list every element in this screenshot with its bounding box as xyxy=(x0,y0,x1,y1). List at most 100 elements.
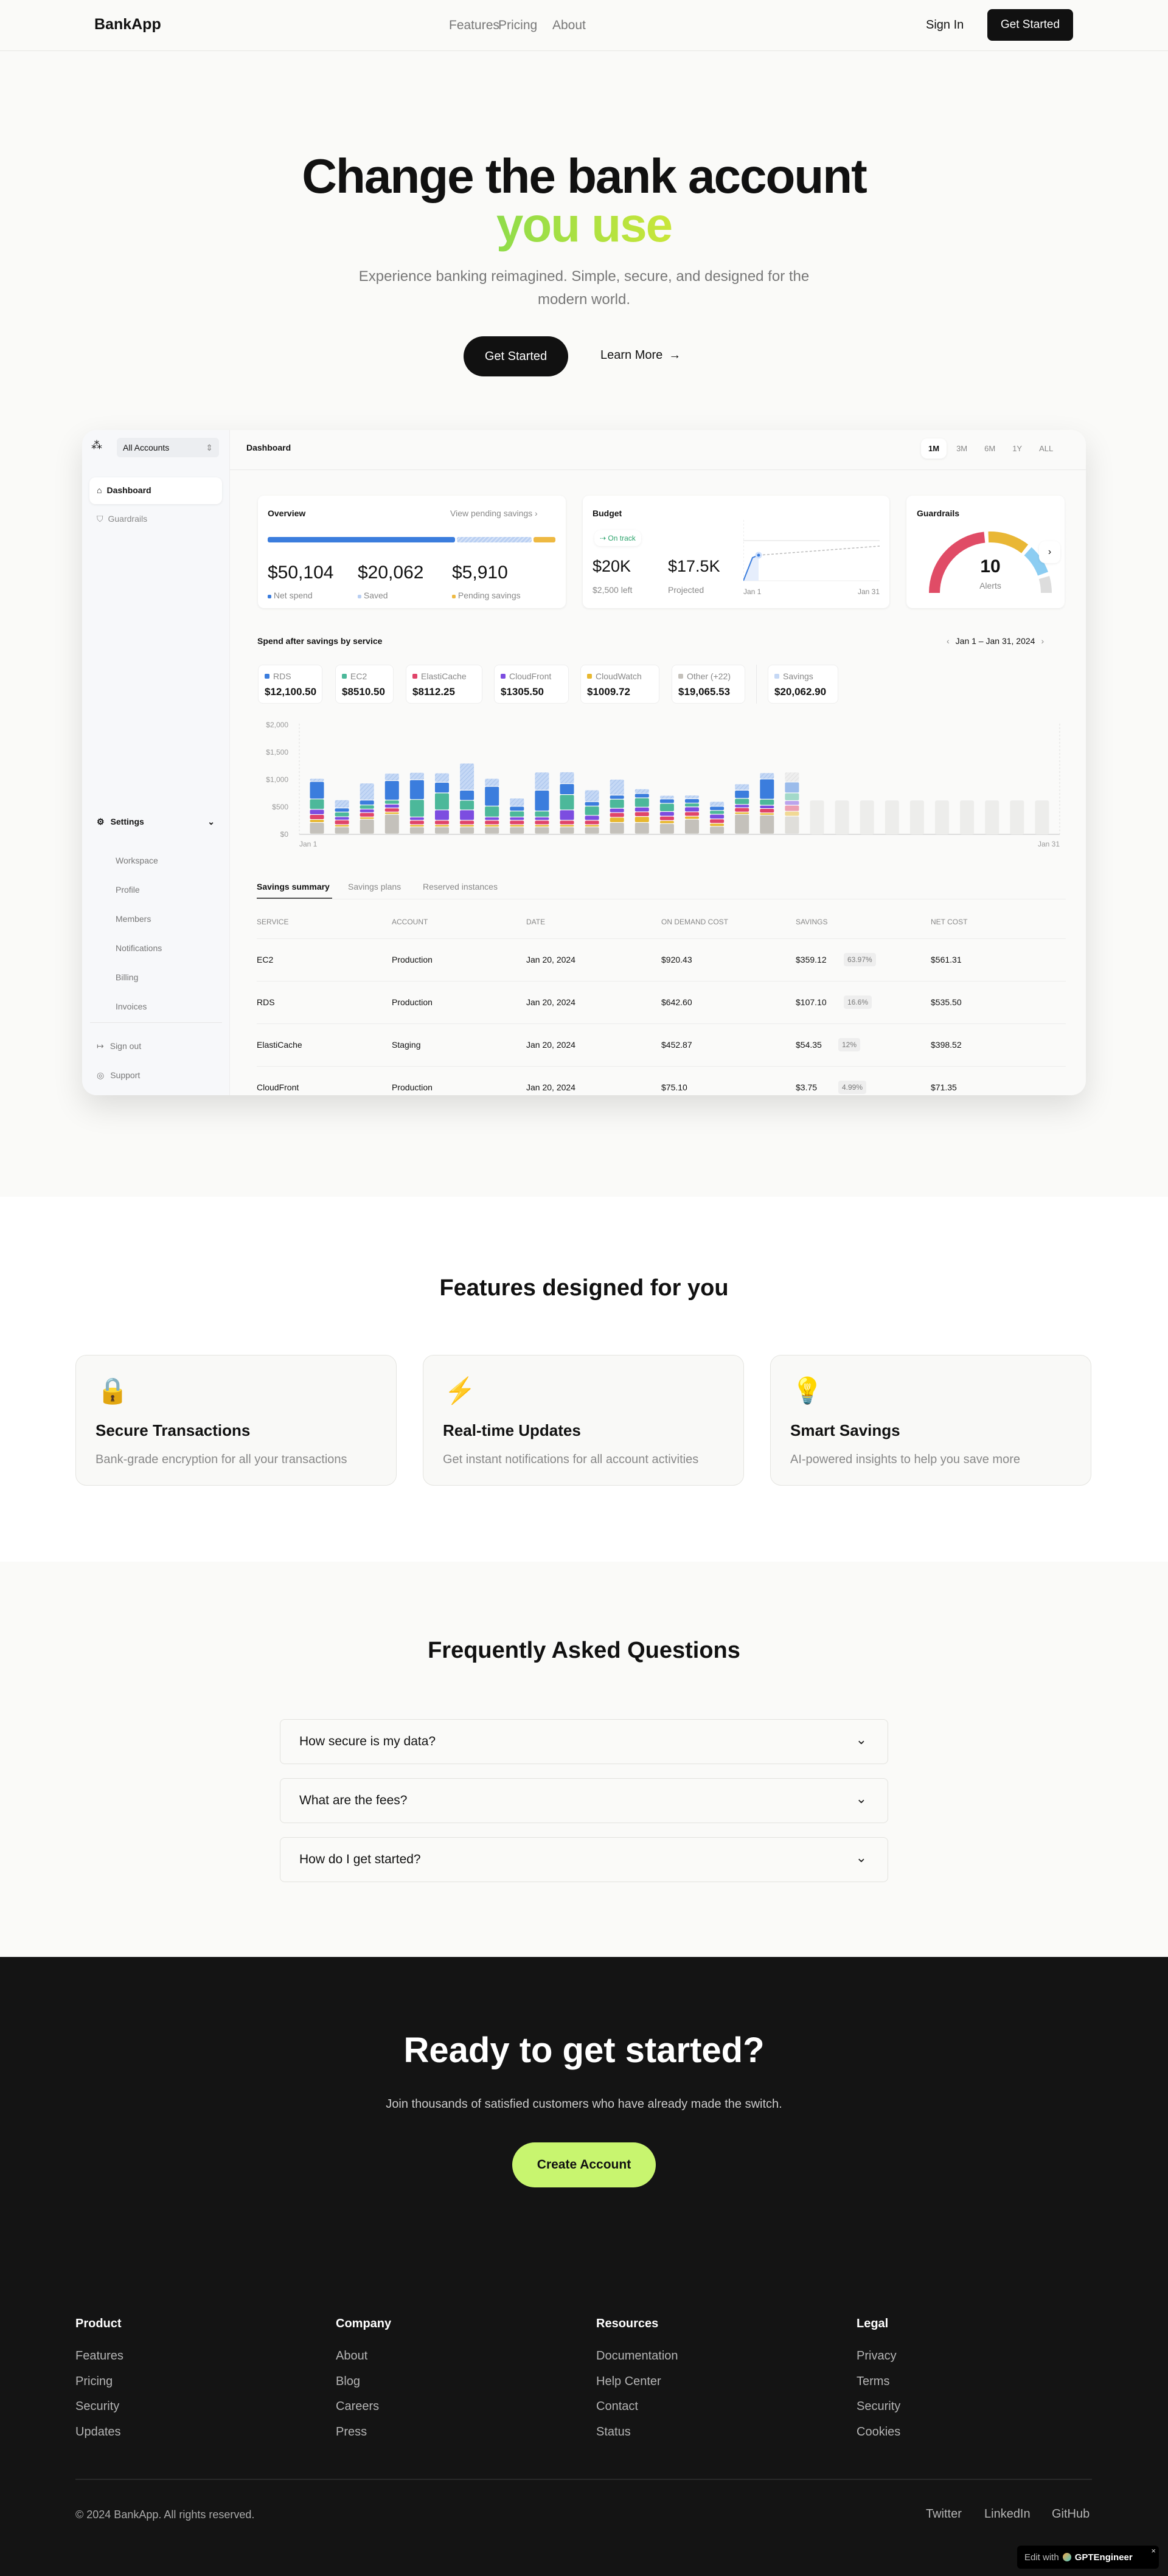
nav-link-features[interactable]: Features xyxy=(449,18,499,32)
header-divider xyxy=(230,469,1086,470)
period-tab-1m[interactable]: 1M xyxy=(921,438,947,459)
sidebar-item-guardrails[interactable]: ⛉ Guardrails xyxy=(97,514,147,524)
period-tab-1y[interactable]: 1Y xyxy=(1012,443,1023,453)
footer-link[interactable]: Careers xyxy=(336,2400,380,2413)
legend-item[interactable]: ElastiCache $8112.25 xyxy=(406,665,482,704)
footer-link[interactable]: Pricing xyxy=(75,2374,113,2388)
overview-bar-segment xyxy=(268,537,455,542)
account-select[interactable]: All Accounts ⇕ xyxy=(117,438,219,457)
legend-item[interactable]: Savings $20,062.90 xyxy=(768,665,838,704)
legend-color-swatch xyxy=(774,674,779,679)
close-icon[interactable]: × xyxy=(1151,2546,1156,2555)
legend-item[interactable]: Other (+22) $19,065.53 xyxy=(672,665,745,704)
footer-link[interactable]: Security xyxy=(857,2400,901,2413)
footer-heading: Legal xyxy=(857,2317,889,2330)
learn-more-link[interactable]: Learn More → xyxy=(600,348,681,362)
footer-link[interactable]: Security xyxy=(75,2400,120,2413)
bar-segment-elasticache xyxy=(760,809,774,813)
column-header[interactable]: SAVINGS xyxy=(796,918,828,926)
footer-link[interactable]: Contact xyxy=(596,2400,638,2413)
footer-link[interactable]: About xyxy=(336,2349,368,2363)
nav-link-pricing[interactable]: Pricing xyxy=(498,18,538,32)
footer-link[interactable]: Features xyxy=(75,2349,123,2363)
period-tab-6m[interactable]: 6M xyxy=(984,443,996,453)
tab-savings-plans[interactable]: Savings plans xyxy=(348,882,401,892)
gauge-info-segment xyxy=(1024,547,1048,576)
bar-segment-elasticache xyxy=(710,819,725,823)
support-button[interactable]: ◎ Support xyxy=(97,1070,140,1081)
legend-color-swatch xyxy=(501,674,506,679)
legend-item[interactable]: CloudWatch $1009.72 xyxy=(580,665,659,704)
copyright: © 2024 BankApp. All rights reserved. xyxy=(75,2508,255,2521)
period-tab-all[interactable]: ALL xyxy=(1039,443,1054,453)
chevron-right-icon[interactable]: › xyxy=(1041,636,1045,646)
footer-link[interactable]: Cookies xyxy=(857,2425,901,2439)
footer-link[interactable]: Status xyxy=(596,2425,631,2439)
sign-out-button[interactable]: ↦ Sign out xyxy=(97,1041,141,1051)
column-header[interactable]: ACCOUNT xyxy=(392,918,428,926)
social-github[interactable]: GitHub xyxy=(1052,2507,1090,2521)
sidebar-item-profile[interactable]: Profile xyxy=(116,885,140,895)
view-pending-savings-link[interactable]: View pending savings › xyxy=(450,508,538,518)
footer-link[interactable]: Privacy xyxy=(857,2349,897,2363)
hero-get-started-button[interactable]: Get Started xyxy=(464,336,568,376)
table-cell: $535.50 xyxy=(931,997,962,1007)
create-account-button[interactable]: Create Account xyxy=(512,2142,656,2187)
faq-item[interactable]: How secure is my data? ⌄ xyxy=(280,1719,888,1764)
legend-name: EC2 xyxy=(350,671,367,681)
cta-footer-section xyxy=(0,1957,1168,2576)
chevron-left-icon[interactable]: ‹ xyxy=(947,636,950,646)
bar-placeholder xyxy=(1035,800,1049,834)
footer-link[interactable]: Help Center xyxy=(596,2374,661,2388)
bar-segment-elasticache xyxy=(585,820,599,825)
tab-savings-summary[interactable]: Savings summary xyxy=(257,882,330,892)
faq-item[interactable]: How do I get started? ⌄ xyxy=(280,1837,888,1882)
alerts-label: Alerts xyxy=(979,581,1001,590)
column-header[interactable]: SERVICE xyxy=(257,918,289,926)
faq-item[interactable]: What are the fees? ⌄ xyxy=(280,1778,888,1823)
social-linkedin[interactable]: LinkedIn xyxy=(984,2507,1031,2521)
bar-segment-savings xyxy=(510,798,524,806)
nav-link-about[interactable]: About xyxy=(552,18,586,32)
legend-value: $1305.50 xyxy=(501,686,544,698)
chevron-right-icon[interactable]: › xyxy=(1039,541,1060,563)
legend-item[interactable]: EC2 $8510.50 xyxy=(335,665,394,704)
dashboard-sidebar xyxy=(82,430,230,1095)
column-header[interactable]: ON DEMAND COST xyxy=(661,918,729,926)
brand-logo[interactable]: BankApp xyxy=(94,16,161,33)
budget-x-end: Jan 31 xyxy=(858,587,880,596)
sidebar-item-workspace[interactable]: Workspace xyxy=(116,856,158,865)
sidebar-item-members[interactable]: Members xyxy=(116,914,151,924)
bar-segment-ec2 xyxy=(659,803,674,811)
sidebar-item-notifications[interactable]: Notifications xyxy=(116,943,162,953)
footer-link[interactable]: Updates xyxy=(75,2425,121,2439)
footer-link[interactable]: Blog xyxy=(336,2374,361,2388)
social-twitter[interactable]: Twitter xyxy=(926,2507,962,2521)
bar-segment-cloudfront xyxy=(384,804,399,808)
column-header[interactable]: NET COST xyxy=(931,918,968,926)
sidebar-item-billing[interactable]: Billing xyxy=(116,972,139,982)
sidebar-item-dashboard[interactable]: ⌂ Dashboard xyxy=(89,477,222,504)
chevron-down-icon: ⌄ xyxy=(207,817,215,826)
sidebar-settings-toggle[interactable]: ⚙ Settings ⌄ xyxy=(97,817,215,827)
column-header[interactable]: DATE xyxy=(526,918,546,926)
bar-segment-other-22- xyxy=(310,823,324,834)
footer-link[interactable]: Documentation xyxy=(596,2349,678,2363)
nav-get-started-button[interactable]: Get Started xyxy=(987,9,1073,41)
legend-item[interactable]: RDS $12,100.50 xyxy=(258,665,322,704)
period-tab-3m[interactable]: 3M xyxy=(956,443,968,453)
footer-link[interactable]: Press xyxy=(336,2425,367,2439)
legend-item[interactable]: CloudFront $1305.50 xyxy=(494,665,569,704)
bar-segment-savings xyxy=(384,774,399,781)
bar-placeholder xyxy=(985,800,999,834)
gptengineer-badge[interactable]: Edit with GPTEngineer × xyxy=(1017,2546,1159,2569)
tab-reserved-instances[interactable]: Reserved instances xyxy=(423,882,498,892)
bar-segment-other-22- xyxy=(460,827,474,834)
sidebar-item-invoices[interactable]: Invoices xyxy=(116,1002,147,1011)
legend-value: $12,100.50 xyxy=(265,686,317,698)
table-cell: $71.35 xyxy=(931,1082,957,1092)
sign-in-link[interactable]: Sign In xyxy=(926,18,964,32)
legend-color-swatch xyxy=(678,674,683,679)
footer-link[interactable]: Terms xyxy=(857,2374,890,2388)
bar-segment-savings xyxy=(685,795,699,798)
